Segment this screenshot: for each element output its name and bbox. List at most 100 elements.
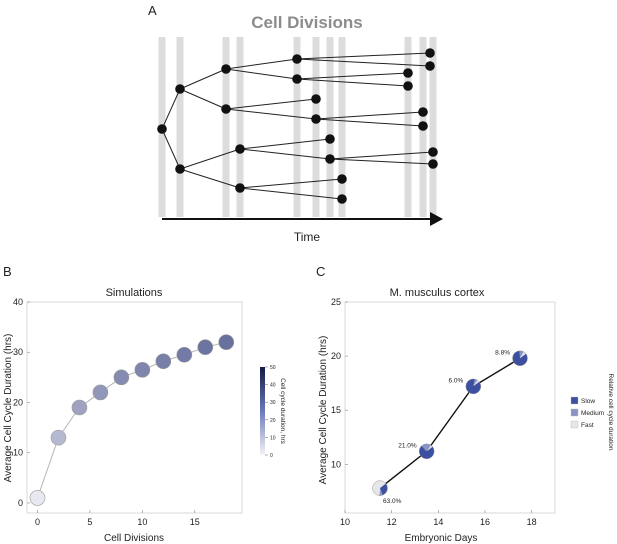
lineage-branch [225, 58, 298, 70]
pie-outline [465, 378, 482, 395]
cell-node [418, 107, 428, 117]
duration-legend: Slow Medium Fast [570, 396, 604, 429]
pie-percent-label: 63.0% [383, 498, 402, 505]
lineage-branch [179, 168, 241, 189]
simulations-series [29, 334, 235, 506]
x-tick-label: 15 [190, 517, 200, 527]
y-tick-label: 30 [13, 347, 23, 357]
lineage-branch [239, 148, 331, 160]
x-tick-label: 18 [527, 517, 537, 527]
cell-node [418, 121, 428, 131]
simulations-plot-frame [26, 301, 243, 514]
time-band [236, 37, 244, 217]
legend-swatch [570, 396, 579, 405]
pie-percent-label: 6.0% [449, 377, 464, 384]
simulation-point [134, 362, 151, 378]
cortex-y-ticks: 10 15 20 25 [331, 297, 348, 469]
cell-node [221, 64, 231, 74]
pie-slice [473, 379, 478, 387]
pie-slice [372, 480, 386, 496]
lineage-branch [225, 108, 317, 120]
time-axis-label: Time [294, 230, 321, 244]
lineage-branch [296, 52, 431, 60]
cortex-x-ticks: 10 12 14 16 18 [340, 510, 537, 527]
x-tick-label: 16 [480, 517, 490, 527]
lineage-branch [239, 178, 343, 189]
pie-slice [419, 445, 435, 459]
simulations-y-axis-label: Average Cell Cycle Duration (hrs) [3, 334, 14, 483]
colorbar-tick-label: 40 [270, 383, 276, 389]
time-band [176, 37, 184, 217]
time-band [404, 37, 412, 217]
cell-node [311, 94, 321, 104]
panel-c-letter: C [316, 264, 325, 279]
pie-percent-label: 21.0% [398, 442, 417, 449]
lineage-branch [329, 151, 434, 160]
time-band [222, 37, 230, 217]
pie-percent-label: 8.8% [495, 349, 510, 356]
cell-node [403, 81, 413, 91]
simulation-point [113, 369, 130, 386]
cortex-x-axis-label: Embryonic Days [405, 533, 478, 544]
simulation-point [197, 339, 214, 356]
pie-point [512, 350, 528, 367]
legend-label: Fast [581, 422, 594, 429]
colorbar-tick-label: 50 [270, 365, 276, 371]
simulation-point [92, 384, 109, 401]
y-tick-label: 40 [13, 297, 23, 307]
cell-node [428, 159, 438, 169]
lineage-branch [329, 158, 434, 165]
cell-divisions-title: Cell Divisions [251, 13, 362, 32]
cortex-title: M. musculus cortex [390, 287, 485, 299]
colorbar-tick-label: 30 [270, 400, 276, 406]
time-axis-arrowhead [430, 212, 443, 226]
cortex-plot-frame [344, 301, 556, 514]
lineage-tree-edges [161, 52, 434, 200]
simulations-x-axis-label: Cell Divisions [104, 533, 164, 544]
pie-slice [380, 483, 388, 496]
x-tick-label: 10 [137, 517, 147, 527]
simulation-point [50, 429, 67, 446]
cortex-series: 63.0% 21.0% 6.0% 8.8% [372, 349, 528, 505]
x-tick-label: 12 [387, 517, 397, 527]
colorbar-tick-label: 20 [270, 418, 276, 424]
cell-node [235, 183, 245, 193]
cell-node [403, 68, 413, 78]
cell-node [292, 74, 302, 84]
lineage-branch [296, 78, 409, 87]
pie-slice [520, 351, 526, 359]
cell-node [325, 134, 335, 144]
simulations-y-ticks: 0 10 20 30 40 [13, 297, 30, 508]
lineage-branch [179, 148, 241, 170]
lineage-branch [179, 88, 227, 110]
time-band [293, 37, 301, 217]
cell-node [428, 147, 438, 157]
pie-slice [426, 445, 433, 452]
colorbar-title: Cell cycle duration, hrs [279, 378, 286, 444]
lineage-branch [315, 118, 424, 127]
lineage-branch [239, 187, 343, 200]
panel-b-letter: B [3, 264, 12, 279]
cortex-y-axis-label: Average Cell Cycle Duration (hrs) [318, 336, 329, 485]
pie-point [465, 378, 482, 395]
simulations-line [37, 341, 227, 499]
pie-outline [372, 480, 388, 496]
simulations-title: Simulations [106, 287, 163, 299]
pie-slice [421, 443, 431, 452]
legend-label: Slow [581, 398, 595, 405]
cell-node [337, 174, 347, 184]
x-tick-label: 5 [87, 517, 92, 527]
y-tick-label: 10 [13, 448, 23, 458]
colorbar-tick-label: 0 [270, 453, 273, 459]
pie-point [418, 443, 435, 460]
simulation-point [218, 334, 235, 350]
colorbar-tick-label: 10 [270, 435, 276, 441]
simulation-point [71, 399, 88, 416]
pie-point [372, 480, 388, 496]
pie-outline [512, 350, 528, 367]
lineage-branch [296, 72, 409, 80]
legend-swatch [570, 420, 579, 429]
y-tick-label: 15 [331, 405, 341, 415]
x-tick-label: 0 [35, 517, 40, 527]
